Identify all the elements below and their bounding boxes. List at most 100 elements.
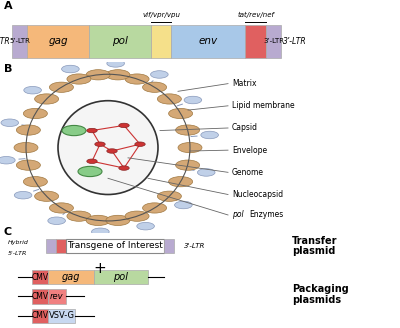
Text: Genome: Genome	[232, 168, 264, 177]
Circle shape	[107, 149, 117, 153]
Text: Nucleocapsid: Nucleocapsid	[232, 190, 283, 199]
Circle shape	[198, 169, 215, 176]
Bar	[171, 25, 245, 58]
Bar	[32, 309, 48, 323]
Circle shape	[24, 87, 42, 94]
Circle shape	[35, 191, 59, 201]
Bar	[48, 289, 66, 304]
Circle shape	[87, 128, 97, 133]
Circle shape	[87, 159, 97, 163]
Circle shape	[23, 176, 47, 187]
Text: A: A	[4, 1, 13, 10]
Circle shape	[106, 70, 130, 80]
Text: Transfer: Transfer	[292, 236, 338, 246]
Circle shape	[86, 215, 110, 226]
Circle shape	[48, 217, 66, 224]
Text: 3’-LTR: 3’-LTR	[283, 37, 307, 46]
Text: Hybrid: Hybrid	[8, 240, 29, 245]
Circle shape	[86, 70, 110, 80]
Text: env: env	[199, 36, 218, 46]
Text: 5’-LTR: 5’-LTR	[9, 38, 30, 44]
Bar	[94, 270, 148, 284]
Circle shape	[67, 74, 91, 84]
Bar	[245, 25, 266, 58]
Circle shape	[14, 192, 32, 199]
Circle shape	[137, 222, 154, 230]
Bar	[89, 25, 151, 58]
Circle shape	[50, 203, 74, 213]
Bar	[66, 238, 164, 253]
Ellipse shape	[58, 101, 158, 195]
Bar	[32, 289, 48, 304]
Circle shape	[14, 142, 38, 153]
Text: Packaging: Packaging	[292, 284, 349, 294]
Circle shape	[119, 166, 129, 170]
Circle shape	[150, 71, 168, 78]
Circle shape	[157, 94, 181, 104]
Circle shape	[142, 203, 166, 213]
Circle shape	[107, 60, 124, 67]
Text: 5’-LTR: 5’-LTR	[0, 37, 10, 46]
Text: rev: rev	[50, 292, 64, 301]
Circle shape	[176, 160, 200, 170]
Bar	[48, 270, 94, 284]
Text: 5'-LTR: 5'-LTR	[8, 251, 27, 256]
Bar	[12, 25, 27, 58]
Circle shape	[106, 215, 130, 226]
Circle shape	[67, 211, 91, 221]
Bar	[27, 25, 89, 58]
Bar	[164, 238, 174, 253]
Circle shape	[169, 108, 193, 119]
Text: Lipid membrane: Lipid membrane	[232, 101, 295, 110]
Text: pol: pol	[114, 272, 128, 282]
Bar	[46, 238, 56, 253]
Text: Capsid: Capsid	[232, 123, 258, 133]
Bar	[56, 238, 66, 253]
Circle shape	[142, 82, 166, 92]
Circle shape	[125, 74, 149, 84]
Text: 3’-LTR: 3’-LTR	[263, 38, 284, 44]
Text: vif/vpr/vpu: vif/vpr/vpu	[142, 12, 180, 18]
Circle shape	[62, 65, 79, 73]
Bar	[151, 25, 171, 58]
Circle shape	[135, 142, 145, 146]
Text: +: +	[94, 260, 106, 276]
Text: CMV: CMV	[32, 311, 48, 320]
Circle shape	[16, 160, 40, 170]
Text: VSV-G: VSV-G	[49, 311, 74, 320]
Circle shape	[169, 176, 193, 187]
Text: pol: pol	[112, 36, 128, 46]
Text: CMV: CMV	[32, 273, 48, 282]
Circle shape	[125, 211, 149, 221]
Circle shape	[16, 125, 40, 135]
Text: C: C	[4, 227, 12, 237]
Bar	[266, 25, 281, 58]
Circle shape	[92, 228, 109, 236]
Circle shape	[178, 142, 202, 153]
Circle shape	[95, 142, 105, 146]
Circle shape	[50, 82, 74, 92]
Bar	[32, 270, 48, 284]
Text: 3'-LTR: 3'-LTR	[184, 243, 205, 249]
Bar	[48, 309, 75, 323]
Text: Enzymes: Enzymes	[249, 211, 283, 219]
Text: Transgene of Interest: Transgene of Interest	[67, 241, 163, 250]
Circle shape	[174, 201, 192, 209]
Circle shape	[176, 125, 200, 135]
Circle shape	[1, 119, 18, 127]
Circle shape	[0, 156, 15, 164]
Circle shape	[23, 108, 47, 119]
Text: Matrix: Matrix	[232, 79, 256, 88]
Circle shape	[62, 125, 86, 136]
Circle shape	[78, 166, 102, 176]
Text: gag: gag	[62, 272, 80, 282]
Text: B: B	[4, 64, 12, 74]
Circle shape	[35, 94, 59, 104]
Text: plasmid: plasmid	[292, 246, 335, 256]
Text: pol: pol	[232, 211, 246, 219]
Text: tat/rev/nef: tat/rev/nef	[237, 12, 274, 18]
Circle shape	[157, 191, 181, 201]
Circle shape	[201, 131, 218, 139]
Text: gag: gag	[48, 36, 68, 46]
Circle shape	[184, 96, 202, 104]
